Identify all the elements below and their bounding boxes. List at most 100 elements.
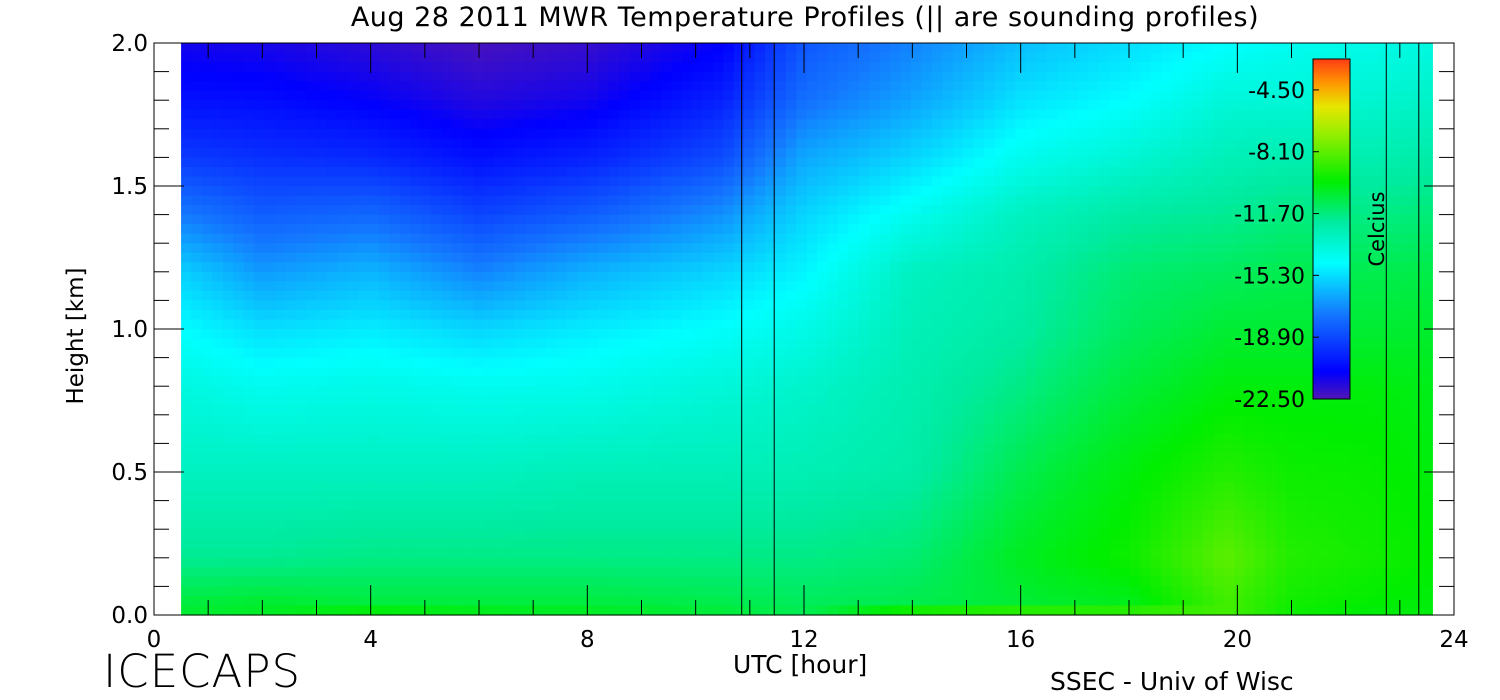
heatmap-cell [274, 443, 286, 454]
heatmap-cell [817, 81, 829, 92]
heatmap-cell [212, 529, 224, 540]
heatmap-cell [608, 147, 620, 158]
heatmap-cell [566, 166, 578, 178]
heatmap-cell [900, 510, 912, 521]
heatmap-cell [504, 338, 516, 349]
heatmap-cell [900, 595, 912, 607]
heatmap-cell [546, 576, 558, 587]
heatmap-cell [837, 309, 850, 321]
heatmap-cell [493, 290, 505, 301]
heatmap-cell [306, 443, 318, 454]
heatmap-cell [306, 166, 318, 178]
heatmap-cell [910, 52, 923, 63]
heatmap-cell [733, 462, 745, 473]
heatmap-cell [379, 128, 391, 139]
heatmap-cell [952, 109, 964, 120]
heatmap-cell [890, 309, 902, 321]
heatmap-cell [1004, 433, 1016, 444]
heatmap-cell [389, 462, 401, 473]
heatmap-cell [546, 157, 558, 168]
heatmap-cell [942, 186, 954, 197]
heatmap-cell [671, 309, 683, 321]
heatmap-cell [535, 605, 547, 616]
heatmap-cell [400, 252, 412, 263]
heatmap-cell [712, 386, 724, 397]
heatmap-cell [441, 100, 453, 111]
heatmap-cell [368, 157, 380, 168]
heatmap-cell [410, 262, 422, 273]
heatmap-cell [692, 367, 704, 378]
heatmap-cell [619, 81, 631, 92]
heatmap-cell [1015, 548, 1027, 559]
heatmap-cell [306, 157, 318, 168]
heatmap-cell [848, 595, 860, 607]
heatmap-cell [327, 233, 339, 244]
heatmap-cell [295, 452, 307, 464]
heatmap-cell [879, 233, 891, 244]
heatmap-cell [493, 100, 505, 111]
heatmap-cell [608, 329, 620, 340]
heatmap-cell [837, 176, 850, 187]
heatmap-cell [337, 195, 349, 206]
heatmap-cell [379, 186, 391, 197]
heatmap-cell [462, 147, 474, 158]
heatmap-cell [452, 424, 464, 435]
heatmap-cell [775, 567, 787, 578]
heatmap-cell [504, 186, 516, 197]
heatmap-cell [702, 491, 714, 502]
heatmap-cell [681, 424, 693, 435]
heatmap-cell [744, 576, 756, 587]
heatmap-cell [462, 519, 474, 530]
heatmap-cell [347, 424, 359, 435]
heatmap-cell [400, 386, 412, 397]
heatmap-cell [587, 519, 599, 530]
heatmap-cell [462, 43, 474, 54]
heatmap-cell [765, 481, 777, 492]
heatmap-cell [952, 367, 964, 378]
heatmap-cell [629, 81, 641, 92]
heatmap-cell [483, 510, 495, 521]
heatmap-cell [608, 195, 620, 206]
heatmap-cell [274, 214, 286, 225]
heatmap-cell [942, 128, 954, 139]
heatmap-cell [389, 433, 401, 444]
heatmap-cell [222, 357, 234, 368]
heatmap-cell [212, 147, 224, 158]
heatmap-cell [712, 433, 724, 444]
heatmap-cell [535, 557, 547, 568]
heatmap-cell [358, 71, 370, 82]
heatmap-cell [702, 252, 714, 263]
heatmap-cell [754, 538, 766, 549]
heatmap-cell [598, 519, 610, 530]
heatmap-cell [639, 576, 651, 587]
heatmap-cell [420, 109, 432, 120]
heatmap-cell [389, 548, 401, 559]
heatmap-cell [222, 147, 234, 158]
heatmap-cell [681, 433, 693, 444]
heatmap-cell [191, 357, 203, 368]
heatmap-cell [754, 262, 766, 273]
heatmap-cell [556, 128, 568, 139]
heatmap-cell [942, 481, 954, 492]
heatmap-cell [441, 357, 453, 368]
heatmap-cell [514, 386, 526, 397]
heatmap-cell [754, 405, 766, 416]
heatmap-cell [775, 90, 787, 101]
heatmap-cell [869, 481, 881, 492]
heatmap-cell [879, 290, 891, 301]
heatmap-cell [890, 529, 902, 540]
heatmap-cell [546, 224, 558, 235]
heatmap-cell [837, 128, 850, 139]
heatmap-cell [462, 462, 474, 473]
heatmap-cell [306, 319, 318, 330]
heatmap-cell [337, 567, 349, 578]
heatmap-cell [796, 233, 808, 244]
heatmap-cell [806, 147, 818, 158]
heatmap-cell [952, 472, 964, 483]
heatmap-cell [723, 405, 735, 416]
heatmap-cell [931, 100, 943, 111]
heatmap-cell [629, 233, 641, 244]
heatmap-cell [692, 205, 704, 216]
heatmap-cell [858, 81, 870, 92]
heatmap-cell [368, 433, 380, 444]
